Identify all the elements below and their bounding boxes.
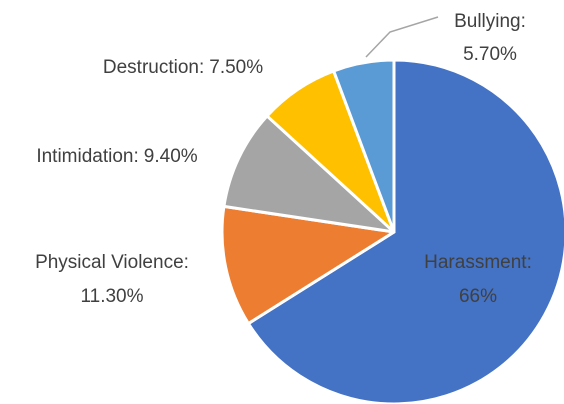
label-value: 9.40% (144, 146, 198, 167)
label-value: 11.30% (80, 286, 143, 307)
label-name: Destruction: (103, 57, 204, 78)
label-name: Harassment: (424, 252, 532, 273)
pie-slice (222, 114, 396, 234)
label-name: Physical Violence: (35, 252, 189, 273)
pie-slice (246, 58, 564, 404)
pie-slice (332, 58, 396, 234)
label-name: Intimidation: (36, 146, 138, 167)
label-value: 66% (459, 286, 497, 307)
data-label: Intimidation: 9.40% (36, 146, 197, 167)
label-value: 7.50% (209, 57, 263, 78)
leader-line (365, 16, 439, 58)
pie-slice (220, 204, 396, 326)
label-value: 5.70% (463, 44, 517, 65)
label-name: Bullying: (454, 11, 526, 32)
data-label: Destruction: 7.50% (103, 57, 263, 78)
